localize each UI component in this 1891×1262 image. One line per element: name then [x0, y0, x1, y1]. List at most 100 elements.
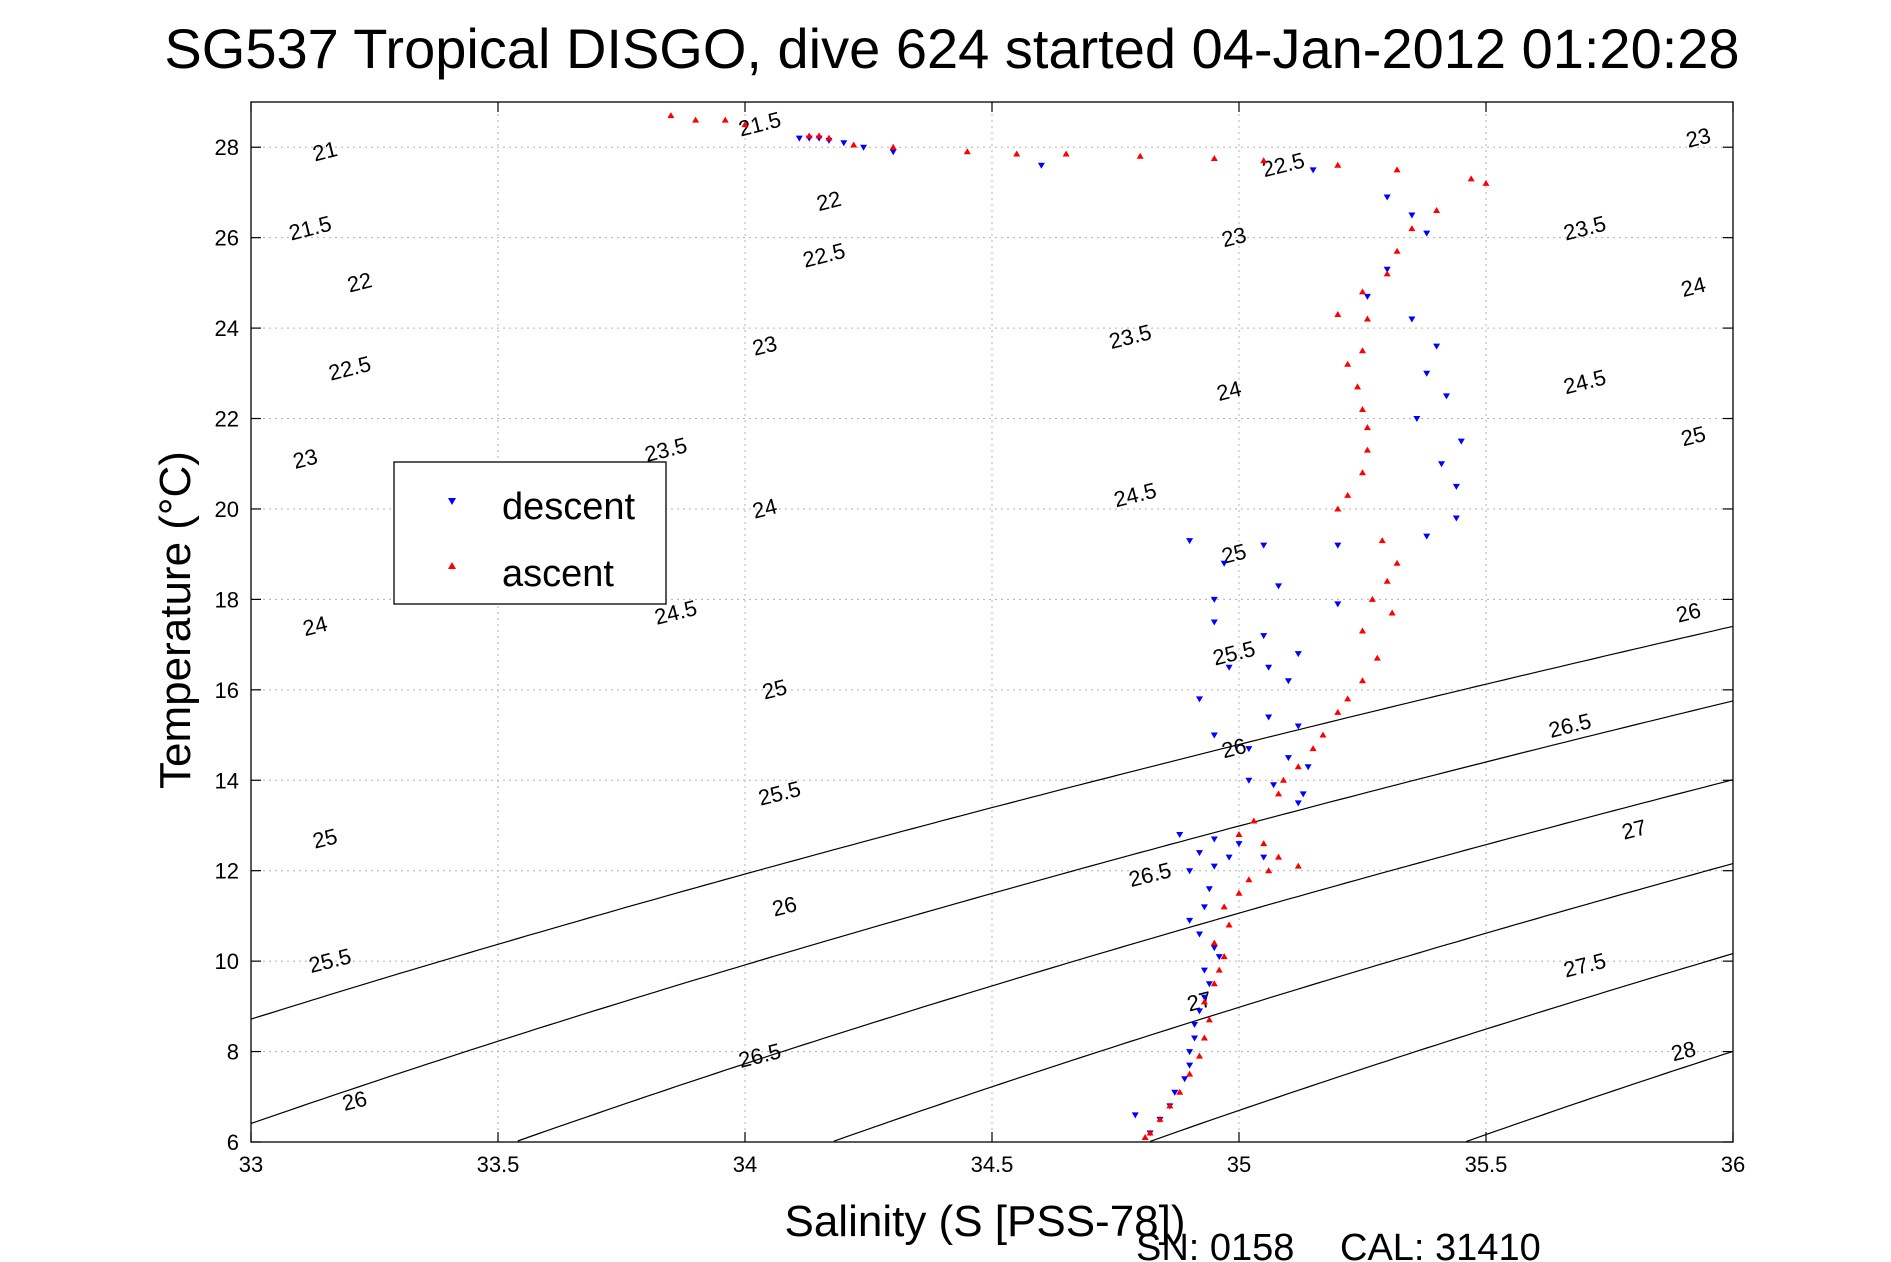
contour-label: 27 [1619, 814, 1649, 844]
ascent-point [1186, 1070, 1194, 1077]
descent-point [1260, 633, 1268, 640]
contour-label: 25 [1678, 421, 1708, 451]
descent-point [1275, 583, 1283, 590]
y-tick-label: 8 [227, 1040, 239, 1065]
contour-label: 21.5 [736, 107, 784, 142]
ascent-point [1062, 150, 1070, 157]
contour-label: 24 [1214, 376, 1244, 406]
ascent-point [1156, 1115, 1164, 1122]
descent-point [1457, 438, 1465, 445]
x-tick-label: 35.5 [1465, 1152, 1508, 1177]
isopycnal-23.5 [1466, 1050, 1734, 1143]
descent-point [1186, 538, 1194, 545]
ascent-point [1275, 790, 1283, 797]
contour-label: 26.5 [1546, 708, 1594, 743]
ascent-point [815, 132, 823, 139]
descent-point [1195, 850, 1203, 857]
ascent-point [1220, 903, 1228, 910]
ascent-point [1344, 695, 1352, 702]
ascent-point [1176, 1088, 1184, 1095]
descent-point [1191, 1021, 1199, 1028]
y-tick-label: 10 [215, 949, 239, 974]
contour-label: 26.5 [736, 1038, 784, 1073]
contour-label: 21 [310, 136, 340, 166]
ascent-point [1220, 953, 1228, 960]
descent-point [1200, 904, 1208, 911]
descent-point [1191, 1035, 1199, 1042]
descent-point [1452, 483, 1460, 490]
x-tick-label: 34.5 [971, 1152, 1014, 1177]
ascent-point [1245, 876, 1253, 883]
ascent-point [1354, 383, 1362, 390]
y-tick-label: 18 [215, 587, 239, 612]
ascent-point [1294, 862, 1302, 869]
descent-point [1205, 886, 1213, 893]
contour-label: 25 [760, 674, 790, 704]
contour-label: 25.5 [306, 943, 354, 978]
contour-label: 22 [345, 267, 375, 297]
descent-point [1299, 791, 1307, 798]
descent-point [1037, 162, 1045, 169]
descent-point [1413, 416, 1421, 423]
legend-label-descent: descent [502, 486, 636, 528]
ascent-point [1363, 424, 1371, 431]
ascent-point [1393, 559, 1401, 566]
ascent-point [1210, 980, 1218, 987]
descent-point [1245, 777, 1253, 784]
ascent-point [1344, 491, 1352, 498]
ascent-point [1467, 175, 1475, 182]
descent-point [1220, 560, 1228, 567]
descent-point [1334, 542, 1342, 549]
ascent-point [825, 134, 833, 141]
legend-box [393, 461, 667, 605]
ascent-point [1294, 763, 1302, 770]
data-points [667, 112, 1490, 1140]
descent-point [1294, 651, 1302, 658]
isopycnal-23 [1149, 953, 1734, 1142]
descent-point [1225, 664, 1233, 671]
ascent-point [1363, 446, 1371, 453]
contour-label: 22 [814, 186, 844, 216]
ascent-point [805, 132, 813, 139]
ascent-point [1013, 150, 1021, 157]
contour-label: 23 [1219, 222, 1249, 252]
contour-label: 24.5 [1111, 478, 1159, 513]
calibration-number: CAL: 31410 [1340, 1227, 1541, 1262]
x-tick-label: 35 [1227, 1152, 1251, 1177]
ascent-point [1279, 776, 1287, 783]
descent-point [1423, 533, 1431, 540]
density-contours [250, 625, 1734, 1143]
descent-point [1423, 230, 1431, 237]
descent-point [1186, 868, 1194, 875]
ascent-point [1388, 609, 1396, 616]
legend-descent-marker [448, 498, 456, 505]
ascent-point [1359, 627, 1366, 634]
descent-point [1210, 732, 1218, 739]
descent-point [1186, 917, 1194, 924]
descent-point [1438, 461, 1446, 468]
descent-point [1423, 370, 1431, 377]
descent-point [840, 140, 848, 147]
descent-point [1260, 854, 1268, 861]
contour-label: 24 [1678, 272, 1708, 302]
ascent-point [1166, 1102, 1174, 1109]
y-tick-label: 26 [215, 226, 239, 251]
serial-number: SN: 0158 [1136, 1227, 1294, 1262]
descent-point [1186, 1049, 1194, 1056]
ascent-point [1136, 152, 1144, 159]
ascent-point [1393, 247, 1401, 254]
descent-point [1245, 746, 1253, 753]
contour-label: 23 [750, 331, 780, 361]
ascent-point [1334, 505, 1342, 512]
descent-point [1304, 764, 1312, 771]
descent-point [1383, 266, 1391, 273]
ascent-point [1319, 731, 1327, 738]
descent-point [1294, 723, 1302, 730]
descent-point [1186, 1062, 1194, 1069]
contour-label: 26 [340, 1086, 370, 1116]
ascent-point [1146, 1129, 1154, 1136]
ascent-point [692, 116, 700, 123]
contour-label: 24.5 [1561, 365, 1609, 400]
contour-label: 23 [290, 444, 320, 474]
ascent-point [1363, 315, 1371, 322]
